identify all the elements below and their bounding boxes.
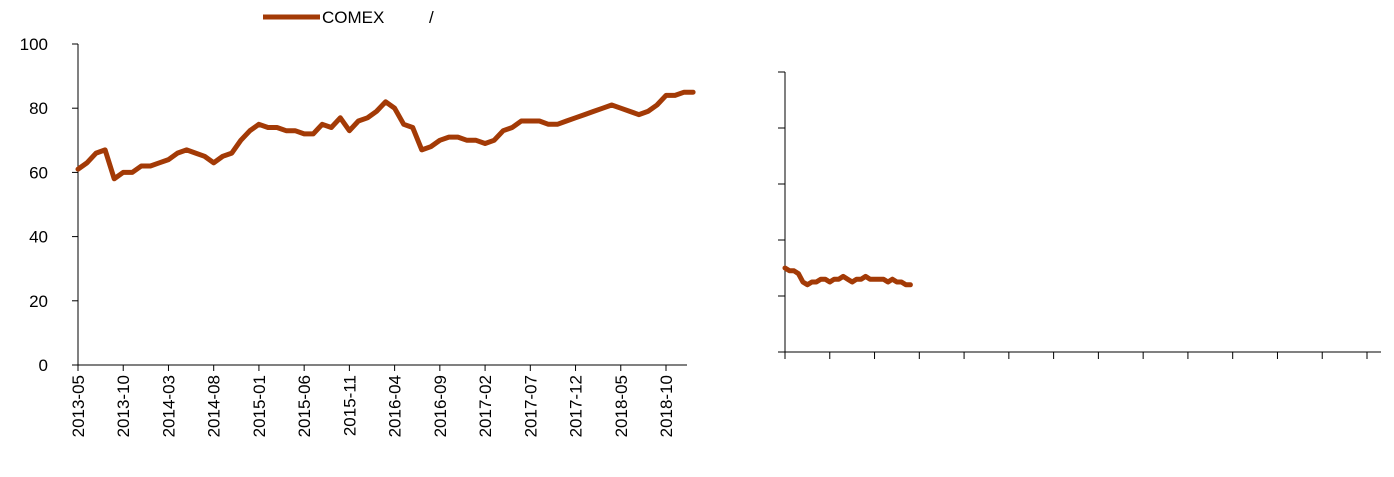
- left-x-tick-label: 2013-05: [69, 375, 88, 437]
- left-chart-x-ticks: 2013-05 2013-10 2014-03 2014-08 2015-01 2015-…: [69, 365, 676, 437]
- left-x-tick-label: 2015-01: [250, 375, 269, 437]
- left-chart-axes: [77, 44, 687, 366]
- left-y-tick-label: 100: [20, 35, 48, 54]
- left-x-tick-label: 2015-11: [340, 375, 359, 436]
- right-chart: [778, 71, 1381, 359]
- left-x-tick-label: 2017-12: [567, 375, 586, 437]
- left-chart: 0 20 40 60 80 100 2013-05 2013-10 2014-03 2014-0…: [20, 35, 696, 437]
- left-chart-y-ticks: 0 20 40 60 80 100: [20, 35, 78, 375]
- left-x-tick-label: 2013-10: [114, 375, 133, 437]
- left-x-tick-label: 2017-07: [521, 375, 540, 437]
- left-x-tick-label: 2018-10: [657, 375, 676, 437]
- legend: COMEX /: [263, 8, 434, 27]
- left-series-line: [75, 89, 696, 182]
- left-y-tick-label: 60: [29, 163, 48, 182]
- left-x-tick-label: 2018-05: [612, 375, 631, 437]
- right-chart-axes: [778, 71, 1381, 359]
- right-series-line: [782, 265, 913, 288]
- left-x-tick-label: 2016-09: [431, 375, 450, 437]
- left-x-tick-label: 2016-04: [386, 375, 405, 437]
- legend-separator: /: [429, 8, 434, 27]
- left-y-tick-label: 40: [29, 228, 48, 247]
- left-x-tick-label: 2015-06: [295, 375, 314, 437]
- left-x-tick-label: 2017-02: [476, 375, 495, 437]
- left-y-tick-label: 20: [29, 292, 48, 311]
- right-chart-series: [782, 265, 913, 288]
- left-y-tick-label: 0: [39, 356, 48, 375]
- left-x-tick-label: 2014-08: [205, 375, 224, 437]
- left-chart-series: [75, 89, 696, 182]
- legend-label: COMEX: [322, 8, 384, 27]
- left-x-tick-label: 2014-03: [159, 375, 178, 437]
- left-y-tick-label: 80: [29, 99, 48, 118]
